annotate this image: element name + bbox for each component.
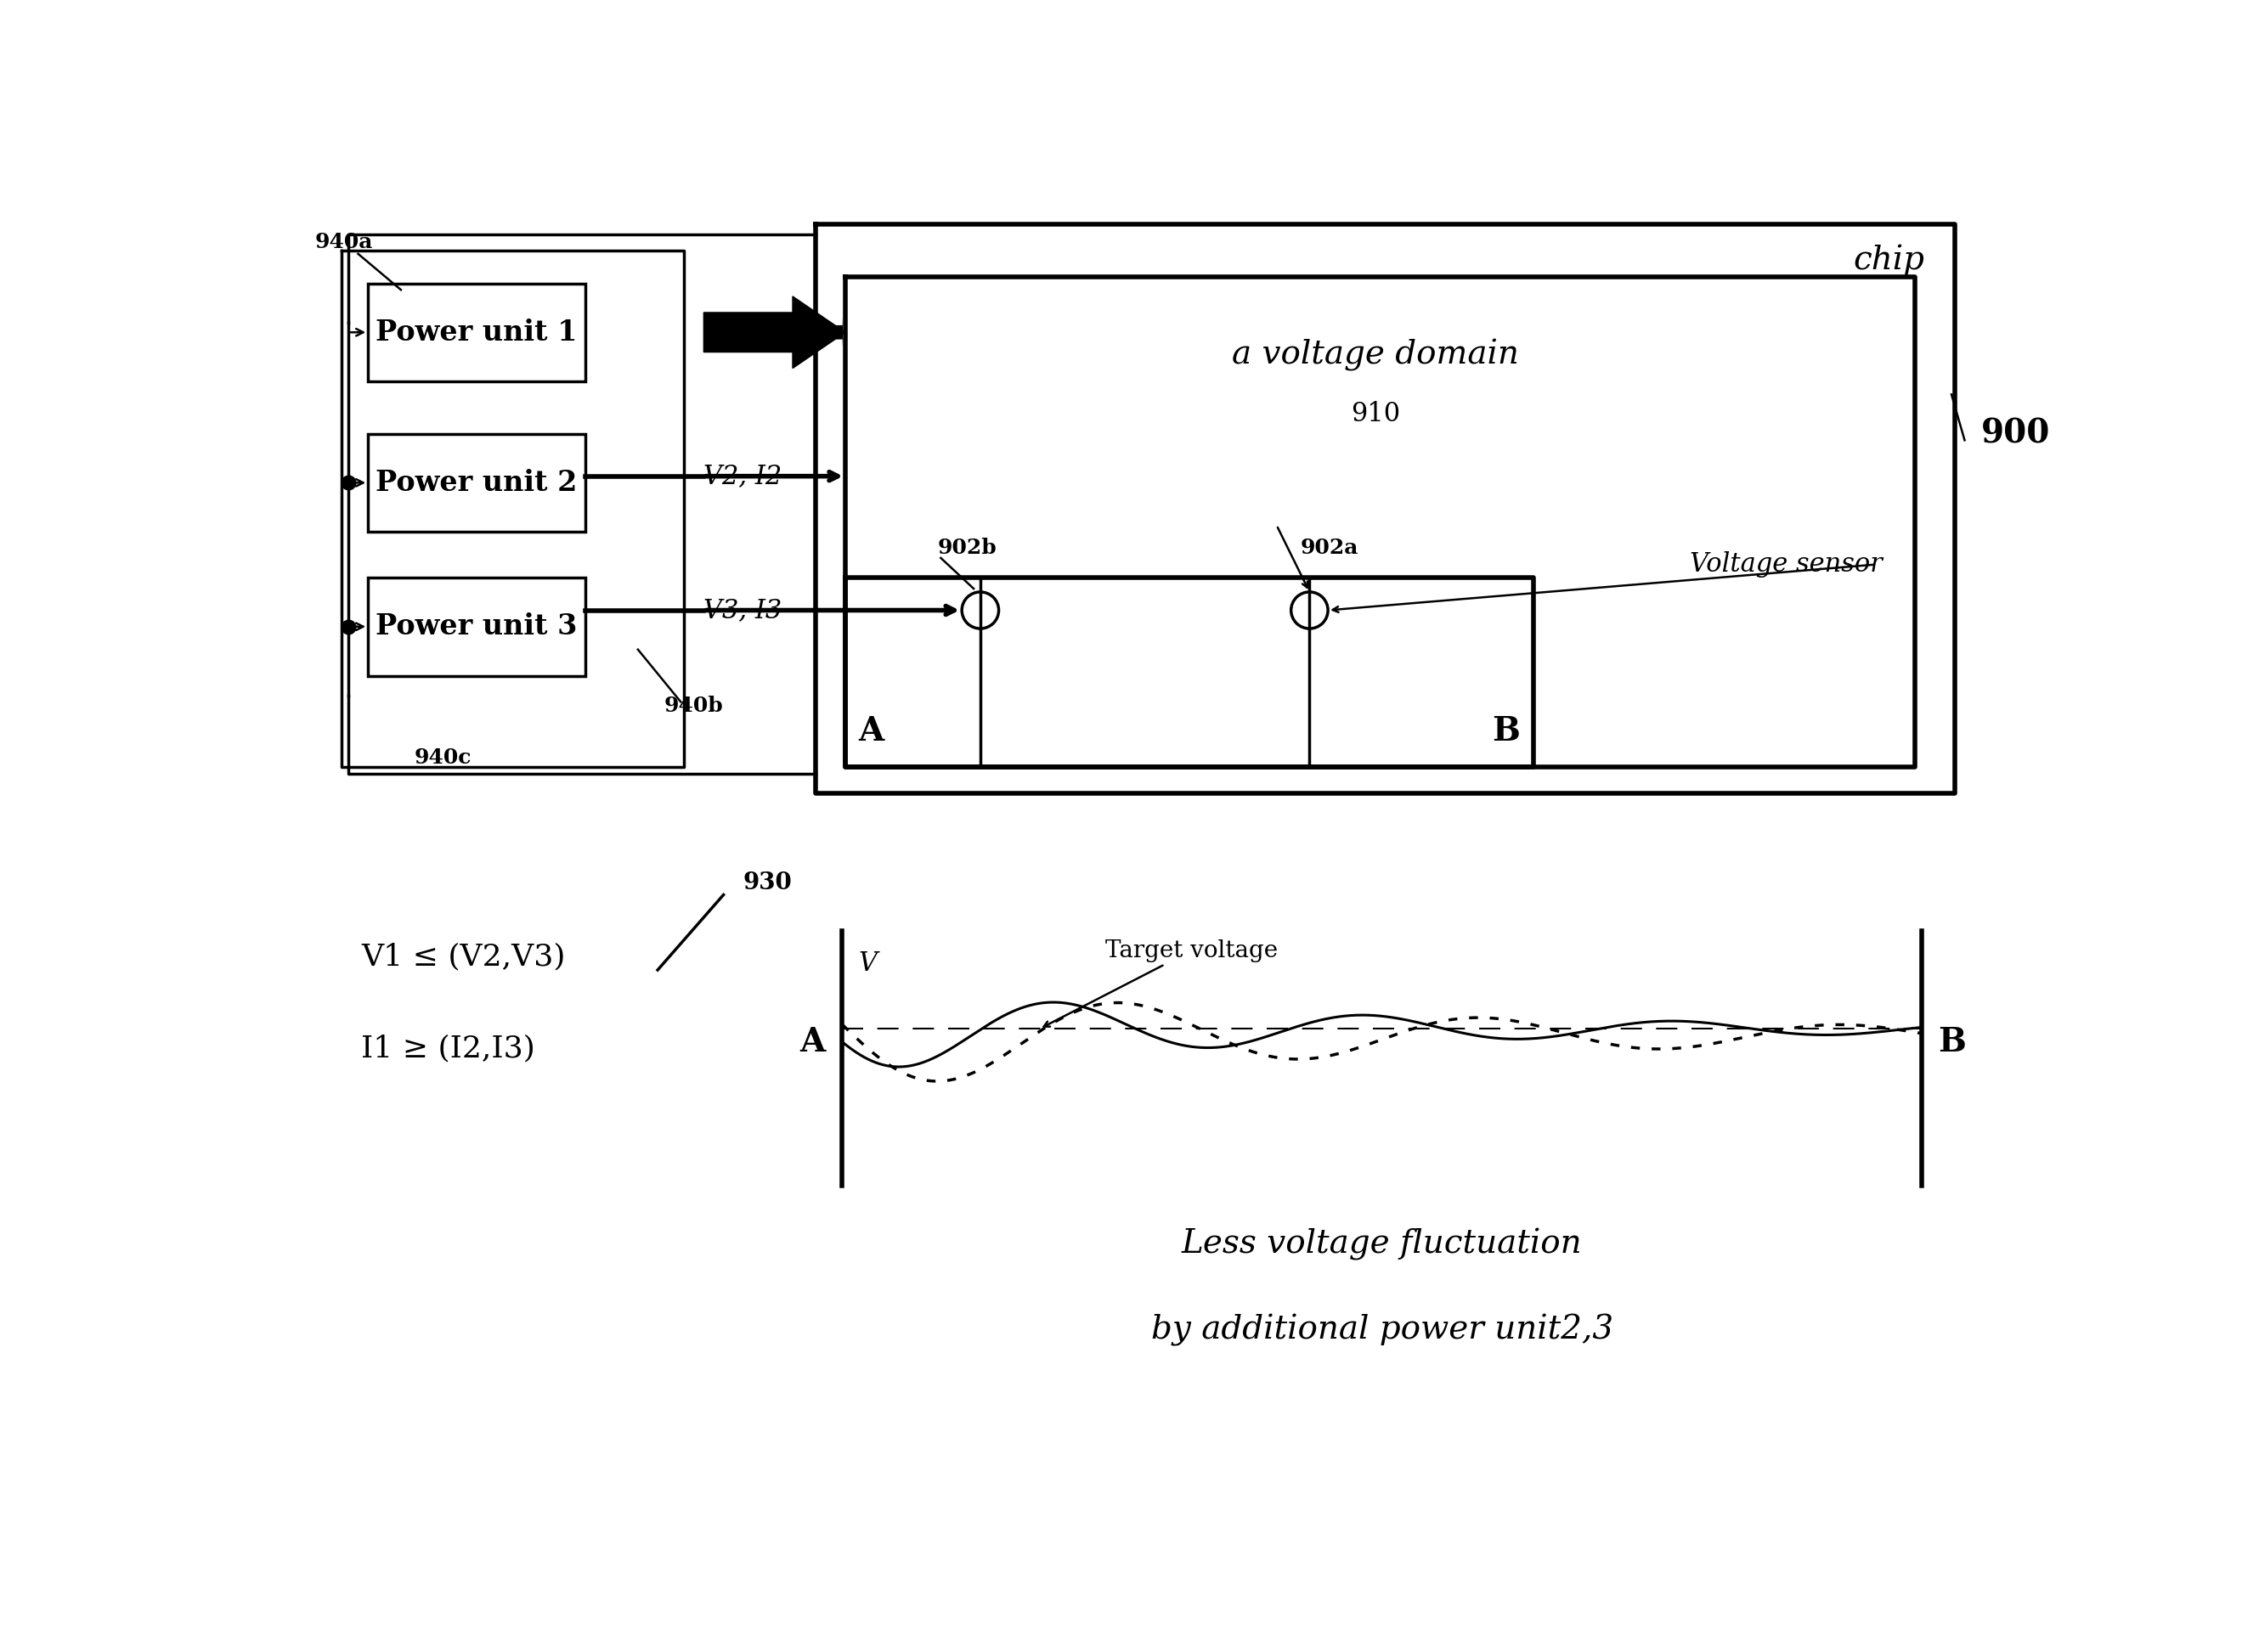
Text: V2, I2: V2, I2 (705, 463, 782, 489)
Text: B: B (1938, 1026, 1965, 1057)
Text: Less voltage fluctuation: Less voltage fluctuation (1181, 1229, 1581, 1260)
Bar (368, 434, 585, 532)
Text: A: A (800, 1026, 825, 1057)
Polygon shape (705, 296, 845, 368)
Text: 940b: 940b (664, 695, 723, 715)
Text: 940a: 940a (316, 233, 373, 253)
Text: Voltage sensor: Voltage sensor (1690, 552, 1882, 578)
Text: 902a: 902a (1301, 537, 1358, 558)
Text: Power unit 2: Power unit 2 (375, 469, 578, 497)
Text: Target voltage: Target voltage (1044, 938, 1279, 1026)
Text: by additional power unit2,3: by additional power unit2,3 (1150, 1313, 1613, 1346)
Bar (368, 282, 585, 382)
Text: Power unit 3: Power unit 3 (375, 613, 578, 641)
Text: I1 ≥ (I2,I3): I1 ≥ (I2,I3) (361, 1034, 535, 1062)
Text: 940c: 940c (413, 748, 472, 768)
Text: V3, I3: V3, I3 (705, 596, 782, 623)
Text: 910: 910 (1351, 401, 1401, 428)
Text: A: A (858, 715, 883, 748)
Text: chip: chip (1852, 244, 1925, 276)
Text: a voltage domain: a voltage domain (1231, 339, 1518, 372)
Text: 902b: 902b (937, 537, 996, 558)
Text: V1, I1: V1, I1 (705, 319, 782, 345)
Text: V: V (858, 950, 876, 976)
Bar (368, 578, 585, 676)
Text: 900: 900 (1981, 418, 2051, 449)
Text: 930: 930 (743, 872, 793, 895)
Text: V1 ≤ (V2,V3): V1 ≤ (V2,V3) (361, 942, 565, 971)
Text: B: B (1493, 715, 1520, 748)
Text: Power unit 1: Power unit 1 (375, 319, 578, 347)
